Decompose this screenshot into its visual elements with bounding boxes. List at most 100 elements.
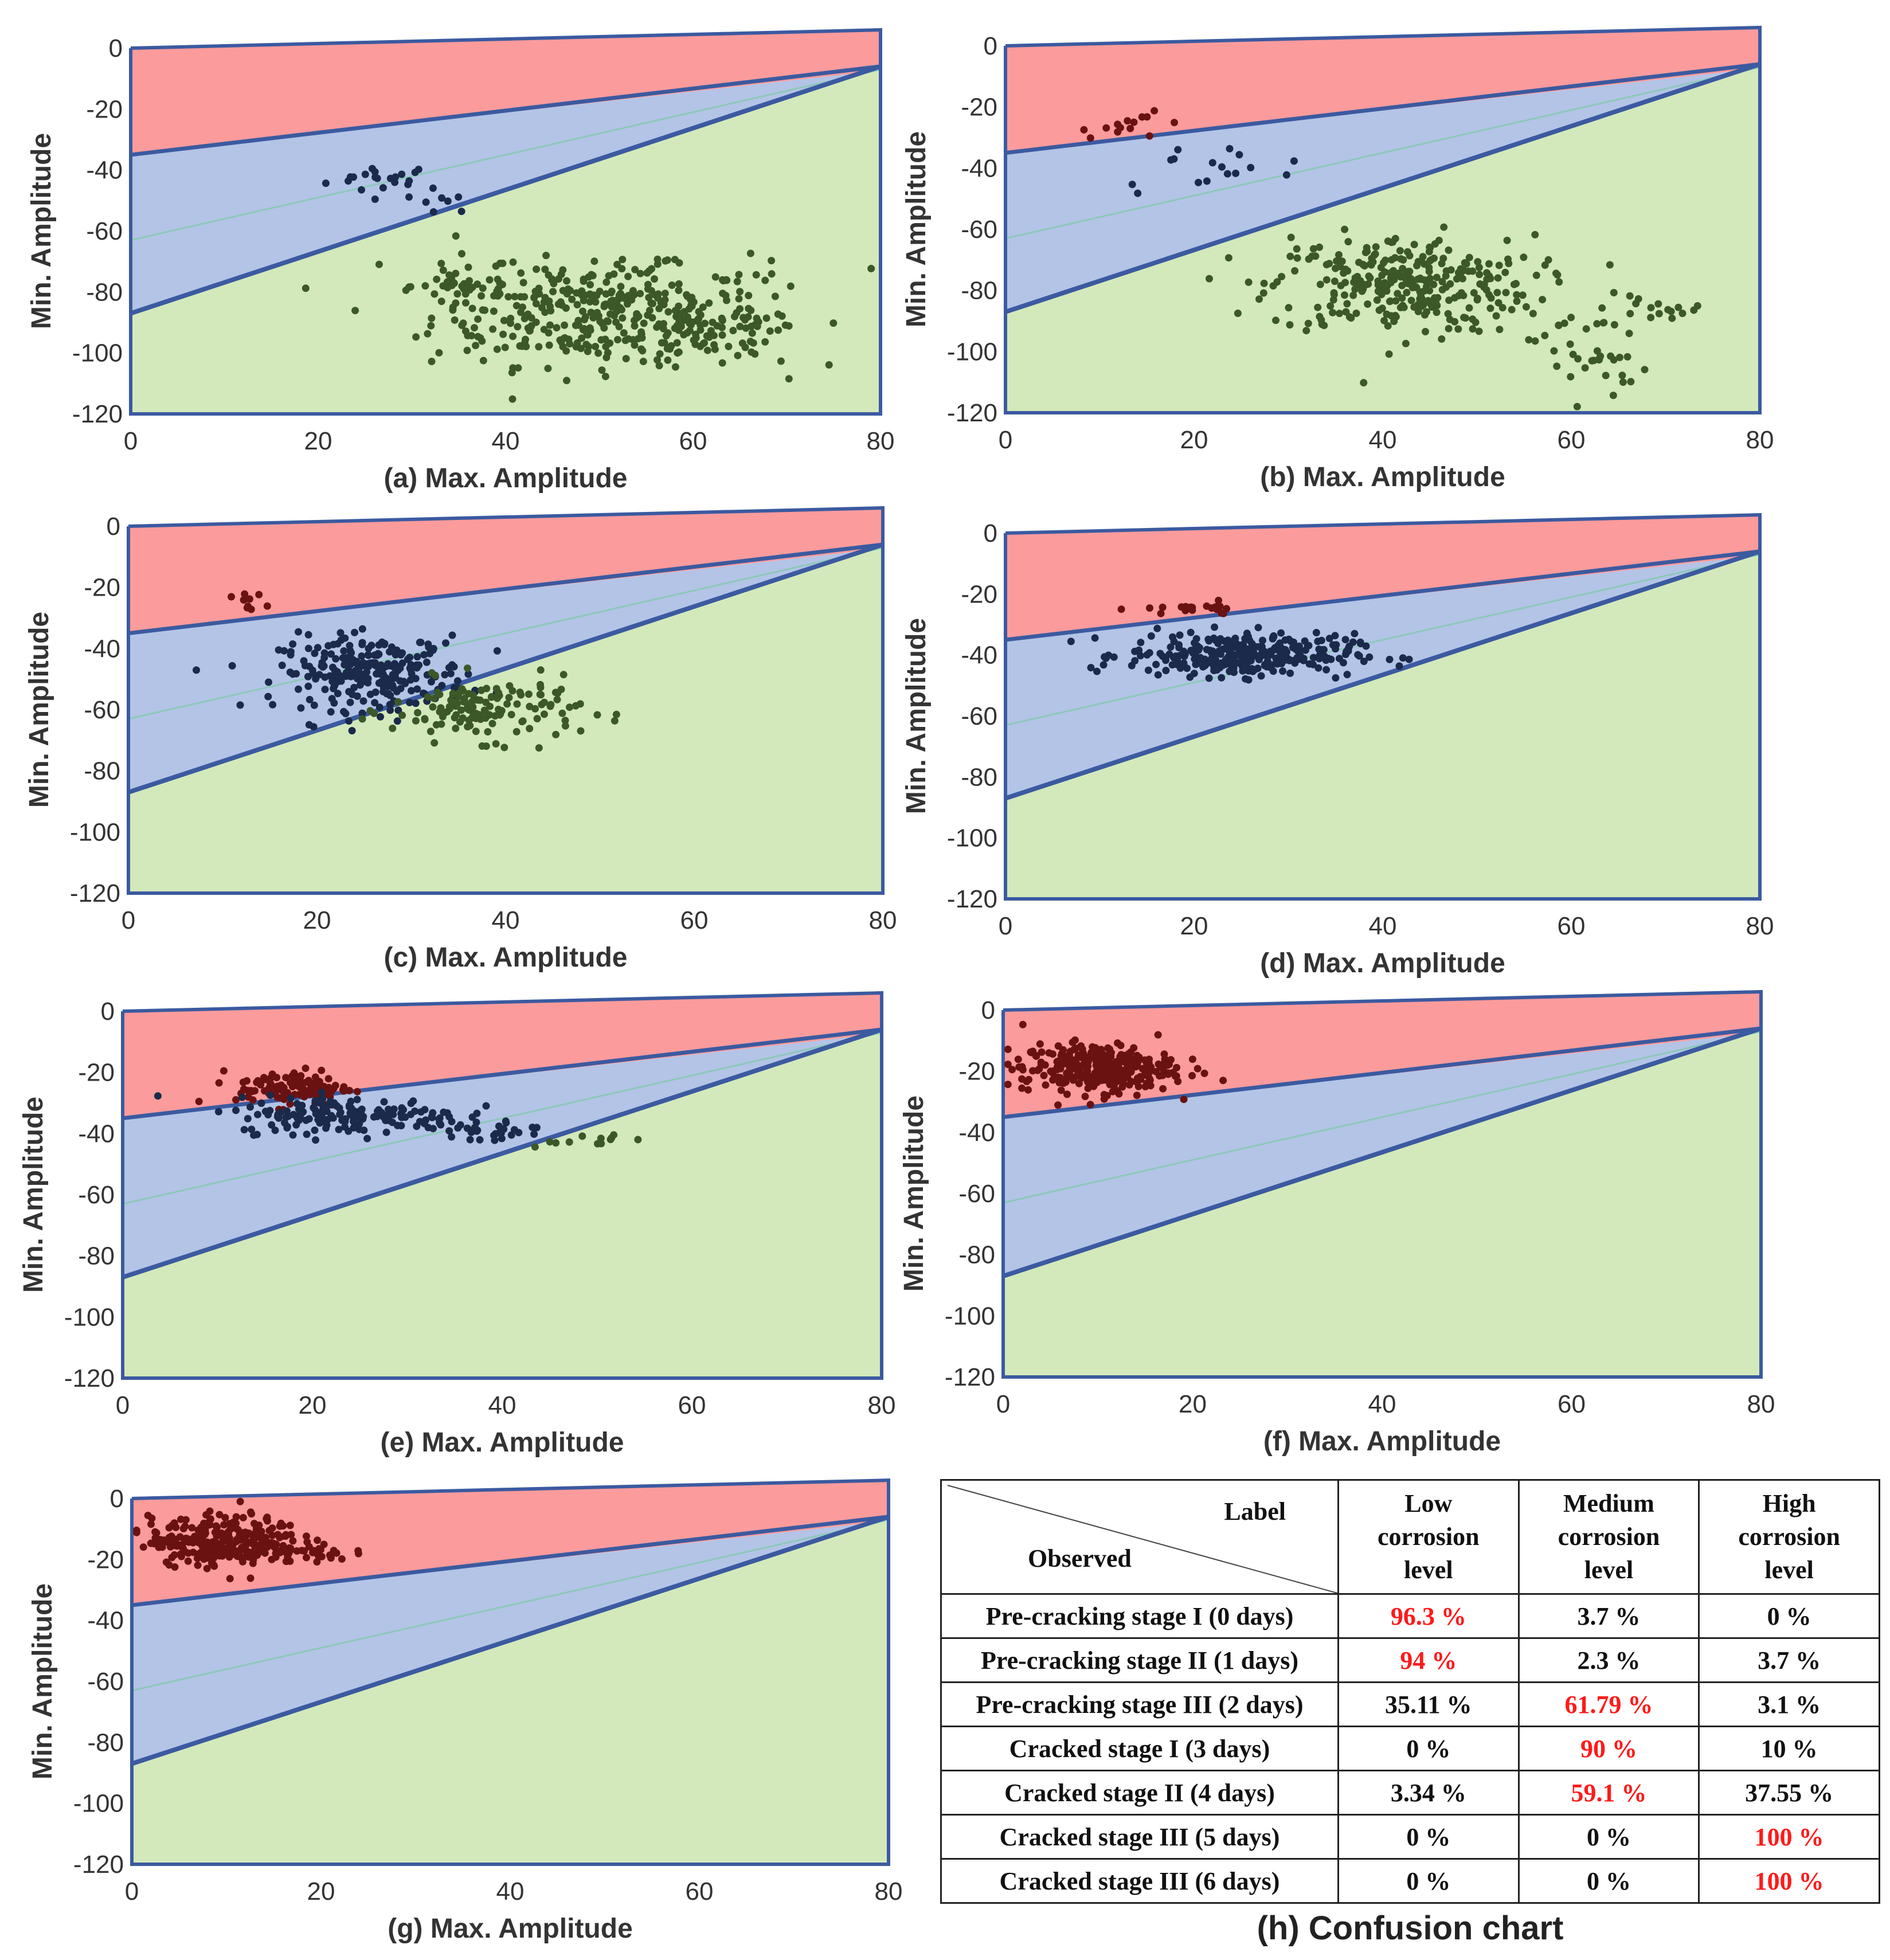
data-point — [531, 1143, 539, 1151]
x-tick-label: 60 — [1558, 1390, 1586, 1418]
data-point — [286, 1521, 294, 1529]
data-point — [575, 321, 583, 329]
data-point — [426, 727, 435, 736]
data-point — [1138, 1065, 1146, 1073]
data-point — [458, 250, 465, 258]
data-point — [286, 1100, 294, 1108]
confusion-row-label: Cracked stage I (3 days) — [940, 1726, 1339, 1771]
data-point — [366, 707, 374, 715]
data-point — [455, 193, 463, 201]
data-point — [460, 694, 468, 702]
data-point — [371, 651, 378, 659]
data-point — [206, 1507, 214, 1515]
data-point — [1341, 636, 1349, 644]
y-tick-label: -60 — [78, 1181, 115, 1209]
data-point — [1438, 335, 1446, 343]
data-point — [429, 703, 437, 711]
data-point — [1485, 291, 1493, 299]
data-point — [1084, 1078, 1092, 1086]
data-point — [452, 232, 460, 240]
data-point — [412, 717, 420, 725]
data-point — [1260, 279, 1268, 287]
data-point — [1321, 652, 1329, 660]
data-point — [1237, 651, 1245, 659]
data-point — [1287, 656, 1295, 664]
boundary-medium-low — [127, 542, 884, 795]
data-point — [304, 631, 312, 639]
data-point — [1267, 664, 1275, 672]
data-point — [322, 1124, 330, 1132]
data-point — [1047, 1067, 1055, 1075]
data-point — [320, 654, 328, 662]
data-point — [445, 1127, 453, 1135]
data-point — [178, 1552, 185, 1560]
data-point — [614, 336, 621, 343]
data-point — [1083, 1055, 1091, 1063]
data-point — [1647, 304, 1655, 312]
data-point — [375, 1106, 383, 1114]
data-point — [1054, 1042, 1062, 1050]
data-point — [236, 1531, 244, 1539]
data-point — [733, 309, 741, 317]
data-point — [644, 280, 652, 288]
data-point — [1211, 656, 1219, 664]
y-tick-label: -20 — [78, 1059, 115, 1087]
data-point — [597, 1134, 605, 1143]
data-point — [499, 259, 507, 267]
data-point — [244, 1086, 252, 1094]
data-point — [1219, 1077, 1227, 1085]
data-point — [514, 323, 522, 331]
data-point — [428, 669, 436, 677]
data-point — [1402, 339, 1410, 347]
data-point — [1214, 639, 1222, 647]
y-tick-label: -80 — [961, 763, 997, 791]
data-point — [320, 1082, 328, 1090]
data-point — [600, 324, 608, 332]
data-point — [215, 1079, 223, 1087]
data-point — [453, 290, 461, 298]
data-point — [1084, 1085, 1092, 1092]
data-point — [1422, 328, 1429, 335]
data-point — [492, 684, 500, 693]
data-point — [657, 299, 665, 307]
data-point — [1378, 271, 1386, 279]
data-point — [336, 1110, 344, 1118]
data-point — [345, 717, 353, 725]
data-point — [1317, 636, 1325, 644]
data-point — [723, 296, 730, 304]
confusion-cell: 59.1 % — [1517, 1770, 1700, 1816]
data-point — [409, 1097, 417, 1105]
data-point — [426, 650, 434, 658]
data-point — [349, 690, 357, 698]
data-point — [414, 709, 421, 717]
y-tick-label: -60 — [87, 1668, 124, 1696]
data-point — [330, 682, 338, 690]
data-point — [1068, 1074, 1076, 1082]
data-point — [1384, 322, 1392, 330]
x-tick-label: 0 — [996, 1390, 1010, 1418]
data-point — [1598, 304, 1606, 312]
data-point — [662, 332, 670, 340]
data-point — [1385, 350, 1393, 358]
data-point — [287, 648, 295, 656]
data-point — [1344, 238, 1352, 246]
data-point — [439, 266, 447, 274]
x-tick-label: 60 — [678, 1391, 706, 1419]
data-point — [1217, 662, 1225, 670]
data-point — [1458, 275, 1466, 283]
data-point — [1607, 352, 1615, 360]
data-point — [475, 711, 483, 719]
data-point — [762, 314, 770, 322]
data-point — [468, 304, 476, 312]
data-point — [263, 1515, 271, 1523]
y-axis-label: Min. Amplitude — [899, 1096, 929, 1292]
data-point — [654, 356, 661, 364]
boundary-high-medium — [131, 1515, 889, 1607]
x-tick-label: 20 — [1179, 1390, 1207, 1418]
data-point — [1266, 647, 1274, 655]
data-point — [1116, 1066, 1124, 1074]
data-point — [1087, 664, 1095, 672]
data-point — [1157, 609, 1165, 617]
data-point — [327, 650, 335, 658]
y-tick-label: -100 — [947, 824, 997, 852]
